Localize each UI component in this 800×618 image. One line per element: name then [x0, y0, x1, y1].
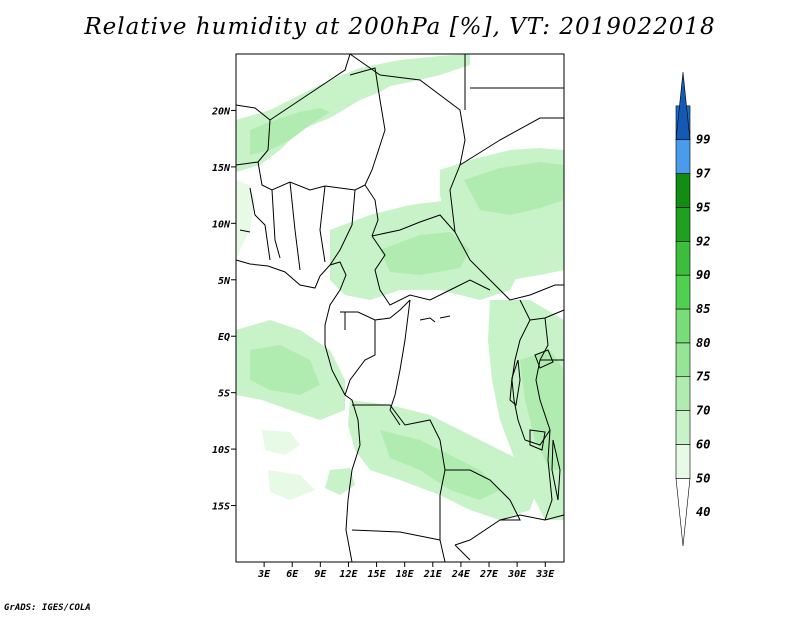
colorbar-segment — [675, 410, 691, 445]
grads-credit: GrADS: IGES/COLA — [4, 603, 91, 613]
colorbar-label: 99 — [696, 133, 710, 147]
lon-tick-label: 6E — [286, 569, 299, 580]
lon-tick-label: 12E — [339, 569, 358, 580]
colorbar-segment — [675, 444, 691, 479]
lat-tick-label: 5N — [218, 276, 231, 287]
country-borders — [235, 53, 565, 563]
lon-tick-label: 33E — [535, 569, 555, 580]
lon-tick-label: 24E — [451, 569, 471, 580]
lat-tick-label: EQ — [218, 332, 230, 343]
latitude-axis: 20N 15N 10N 5N EQ 5S 10S 15S — [211, 106, 236, 513]
colorbar-lower-arrow — [675, 477, 691, 547]
colorbar-label: 85 — [696, 302, 710, 316]
colorbar-label: 95 — [696, 200, 710, 214]
lon-tick-label: 27E — [479, 569, 499, 580]
colorbar-label: 97 — [696, 167, 711, 181]
colorbar-segment — [675, 240, 691, 276]
lon-tick-label: 9E — [314, 569, 327, 580]
colorbar-label: 40 — [696, 505, 710, 519]
lon-tick-label: 3E — [257, 569, 271, 580]
colorbar: 40 50 60 70 75 80 85 90 92 95 97 99 — [675, 71, 711, 547]
colorbar-segment — [675, 308, 691, 344]
colorbar-label: 60 — [696, 437, 710, 451]
colorbar-segment — [675, 274, 691, 310]
colorbar-label: 50 — [696, 471, 710, 485]
colorbar-label: 75 — [696, 370, 710, 384]
map-panel: 20N 15N 10N 5N EQ 5S 10S 15S 3E 6E 9E 12E 15E 18E 21E… — [211, 53, 565, 580]
colorbar-label: 90 — [696, 268, 710, 282]
colorbar-segment — [675, 207, 691, 242]
lon-tick-label: 18E — [396, 569, 415, 580]
chart-title: Relative humidity at 200hPa [%], VT: 201… — [84, 14, 716, 40]
lon-tick-label: 15E — [368, 569, 387, 580]
colorbar-upper-arrow — [675, 71, 691, 141]
lat-tick-label: 20N — [211, 106, 231, 117]
lat-tick-label: 15N — [212, 163, 231, 174]
colorbar-segment — [675, 342, 691, 378]
map-frame — [235, 53, 565, 563]
lon-tick-label: 21E — [423, 569, 443, 580]
colorbar-segment — [675, 139, 691, 174]
lat-tick-label: 5S — [218, 389, 230, 400]
lat-tick-label: 15S — [212, 502, 230, 513]
colorbar-label: 70 — [696, 404, 710, 418]
lat-tick-label: 10S — [212, 445, 230, 456]
colorbar-label: 80 — [696, 336, 710, 350]
longitude-axis: 3E 6E 9E 12E 15E 18E 21E 24E 27E 30E 33E — [257, 562, 555, 580]
colorbar-label: 92 — [696, 234, 710, 248]
colorbar-segment — [675, 376, 691, 411]
lon-tick-label: 30E — [507, 569, 527, 580]
lat-tick-label: 10N — [212, 219, 231, 230]
humidity-shading — [236, 54, 564, 520]
colorbar-segment — [675, 173, 691, 208]
